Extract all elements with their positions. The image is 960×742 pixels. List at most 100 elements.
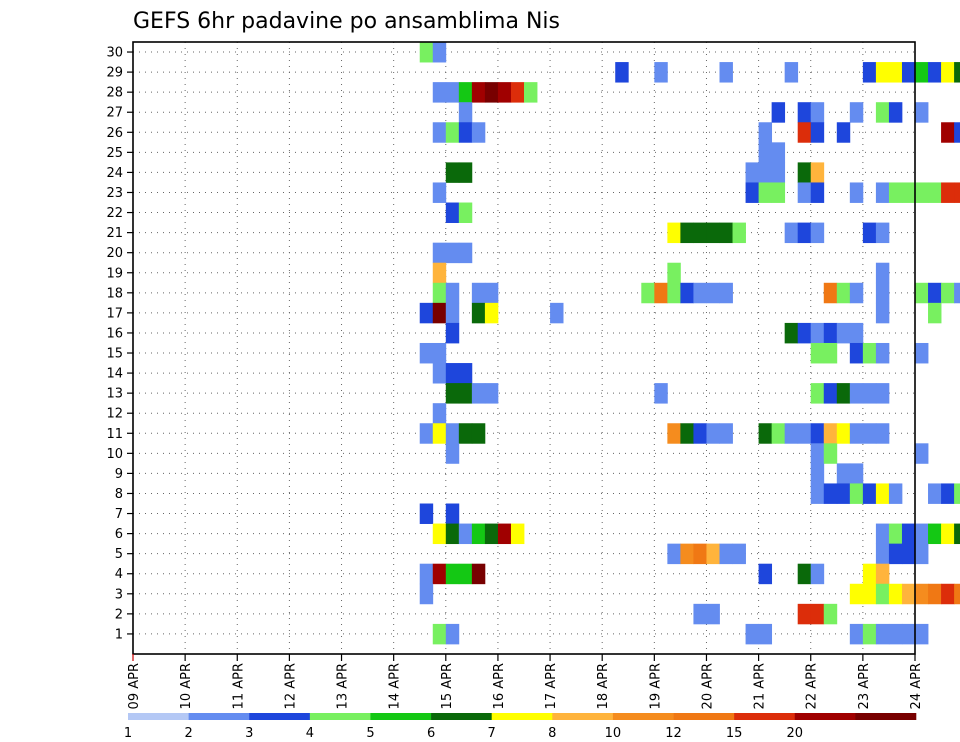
heatmap-cell: [823, 282, 838, 304]
heatmap-cell: [719, 282, 733, 304]
heatmap-cell: [745, 162, 759, 183]
heatmap-cell: [484, 302, 499, 324]
heatmap-cell: [771, 182, 786, 203]
y-tick-label: 14: [106, 367, 123, 382]
heatmap-cell: [797, 563, 812, 585]
heatmap-cell: [458, 202, 473, 223]
heatmap-cell: [797, 322, 812, 344]
heatmap-cell: [849, 322, 864, 344]
heatmap-cell: [667, 282, 681, 304]
heatmap-cell: [810, 342, 825, 364]
heatmap-cell: [810, 162, 825, 183]
heatmap-cell: [654, 383, 668, 404]
legend-label: 12: [665, 726, 682, 741]
heatmap-cell: [445, 423, 460, 444]
heatmap-cell: [419, 563, 434, 585]
y-tick-label: 5: [115, 547, 123, 562]
legend-label: 2: [184, 726, 192, 741]
heatmap-cell: [419, 302, 434, 324]
heatmap-cell: [458, 102, 473, 123]
heatmap-cell: [784, 322, 799, 344]
color-legend: 1 2 3 4 5 6 7 8 10 12 15 20: [124, 713, 917, 741]
y-tick-label: 20: [106, 246, 123, 261]
heatmap-cell: [810, 322, 825, 344]
heatmap-cell: [862, 563, 877, 585]
heatmap-cell: [875, 563, 890, 585]
heatmap-cell: [771, 423, 786, 444]
heatmap-cell: [862, 423, 877, 444]
heatmap-cell: [758, 423, 773, 444]
legend-label: 5: [366, 726, 374, 741]
heatmap-cell: [836, 423, 851, 444]
heatmap-cell: [849, 182, 864, 203]
heatmap-cell: [732, 543, 746, 565]
heatmap-cell: [823, 423, 838, 444]
heatmap-cell: [432, 282, 447, 304]
heatmap-cell: [471, 523, 486, 545]
y-tick-label: 6: [115, 527, 123, 542]
y-tick-label: 17: [106, 306, 123, 321]
heatmap-cell: [445, 302, 460, 324]
x-axis: 09 APR 10 APR 11 APR 12 APR 13 APR 14 APR 15 A…: [127, 654, 924, 709]
y-tick-label: 28: [106, 86, 123, 101]
heatmap-cell: [432, 342, 447, 364]
legend-swatch: [188, 713, 250, 720]
heatmap-cell: [693, 423, 707, 444]
heatmap-cell: [810, 443, 825, 464]
legend-label: 3: [245, 726, 253, 741]
heatmap-cell: [432, 302, 447, 324]
heatmap-cell: [915, 102, 929, 123]
x-tick-label: 20 APR: [700, 663, 715, 709]
heatmap-cell: [836, 322, 851, 344]
legend-swatch: [673, 713, 735, 720]
y-tick-label: 25: [106, 146, 123, 161]
x-tick-label: 15 APR: [440, 663, 455, 709]
data-cells: [419, 42, 960, 645]
heatmap-cell: [719, 62, 733, 83]
heatmap-cell: [810, 182, 825, 203]
heatmap-cell: [810, 222, 825, 244]
heatmap-cell: [641, 282, 655, 304]
heatmap-cell: [445, 523, 460, 545]
heatmap-cell: [901, 623, 916, 645]
heatmap-cell: [928, 523, 942, 545]
heatmap-cell: [719, 423, 733, 444]
heatmap-cell: [836, 483, 851, 504]
heatmap-cell: [875, 182, 890, 203]
heatmap-cell: [419, 42, 434, 63]
heatmap-cell: [875, 583, 890, 605]
heatmap-cell: [771, 142, 786, 163]
heatmap-cell: [915, 282, 929, 304]
heatmap-cell: [458, 523, 473, 545]
heatmap-cell: [667, 262, 681, 284]
heatmap-cell: [484, 282, 499, 304]
x-tick-label: 18 APR: [596, 663, 611, 709]
heatmap-cell: [432, 242, 447, 264]
heatmap-cell: [875, 102, 890, 123]
heatmap-cell: [510, 523, 525, 545]
heatmap-cell: [706, 222, 720, 244]
heatmap-cell: [875, 302, 890, 324]
x-tick-label: 14 APR: [388, 663, 403, 709]
heatmap-cell: [875, 62, 890, 83]
heatmap-cell: [836, 383, 851, 404]
heatmap-cell: [901, 62, 916, 83]
heatmap-cell: [510, 82, 525, 103]
legend-label: 7: [488, 726, 496, 741]
heatmap-cell: [941, 122, 955, 143]
y-tick-label: 23: [106, 186, 123, 201]
heatmap-cell: [458, 122, 473, 143]
heatmap-cell: [745, 623, 759, 645]
heatmap-cell: [862, 383, 877, 404]
heatmap-cell: [915, 523, 929, 545]
heatmap-cell: [954, 282, 960, 304]
heatmap-cell: [680, 543, 694, 565]
y-tick-label: 13: [106, 387, 123, 402]
x-tick-label: 21 APR: [753, 663, 768, 709]
y-tick-label: 3: [115, 587, 123, 602]
heatmap-cell: [419, 423, 434, 444]
heatmap-cell: [497, 82, 512, 103]
y-tick-label: 19: [106, 266, 123, 281]
heatmap-cell: [941, 182, 955, 203]
heatmap-cell: [915, 342, 929, 364]
